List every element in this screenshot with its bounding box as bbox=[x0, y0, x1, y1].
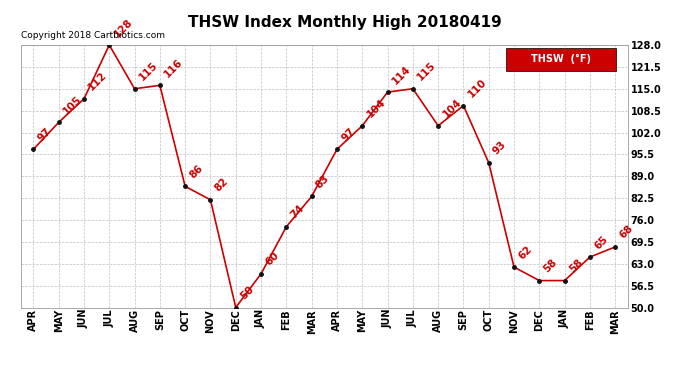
Text: 58: 58 bbox=[567, 257, 584, 274]
Text: 115: 115 bbox=[415, 60, 438, 83]
Text: 74: 74 bbox=[289, 203, 306, 220]
Text: THSW Index Monthly High 20180419: THSW Index Monthly High 20180419 bbox=[188, 15, 502, 30]
Text: 65: 65 bbox=[593, 234, 610, 251]
Text: 104: 104 bbox=[365, 97, 387, 120]
Text: 114: 114 bbox=[390, 63, 413, 86]
Text: 105: 105 bbox=[61, 94, 83, 116]
Text: 104: 104 bbox=[441, 97, 463, 120]
Text: 82: 82 bbox=[213, 176, 230, 194]
Text: 68: 68 bbox=[618, 224, 635, 241]
Text: 62: 62 bbox=[517, 244, 534, 261]
Text: 97: 97 bbox=[36, 126, 53, 143]
Text: 97: 97 bbox=[339, 126, 357, 143]
Text: 110: 110 bbox=[466, 77, 489, 99]
Text: 115: 115 bbox=[137, 60, 159, 83]
Text: THSW  (°F): THSW (°F) bbox=[531, 54, 591, 64]
Text: 112: 112 bbox=[86, 70, 109, 93]
Text: 116: 116 bbox=[162, 57, 185, 80]
Text: 60: 60 bbox=[264, 251, 281, 268]
Text: 86: 86 bbox=[188, 163, 205, 180]
Text: 93: 93 bbox=[491, 140, 509, 157]
FancyBboxPatch shape bbox=[506, 48, 615, 71]
Text: 58: 58 bbox=[542, 257, 559, 274]
Text: Copyright 2018 Cartbiotics.com: Copyright 2018 Cartbiotics.com bbox=[21, 31, 165, 40]
Text: 128: 128 bbox=[112, 16, 135, 39]
Text: 50: 50 bbox=[238, 284, 255, 302]
Text: 83: 83 bbox=[314, 173, 331, 190]
